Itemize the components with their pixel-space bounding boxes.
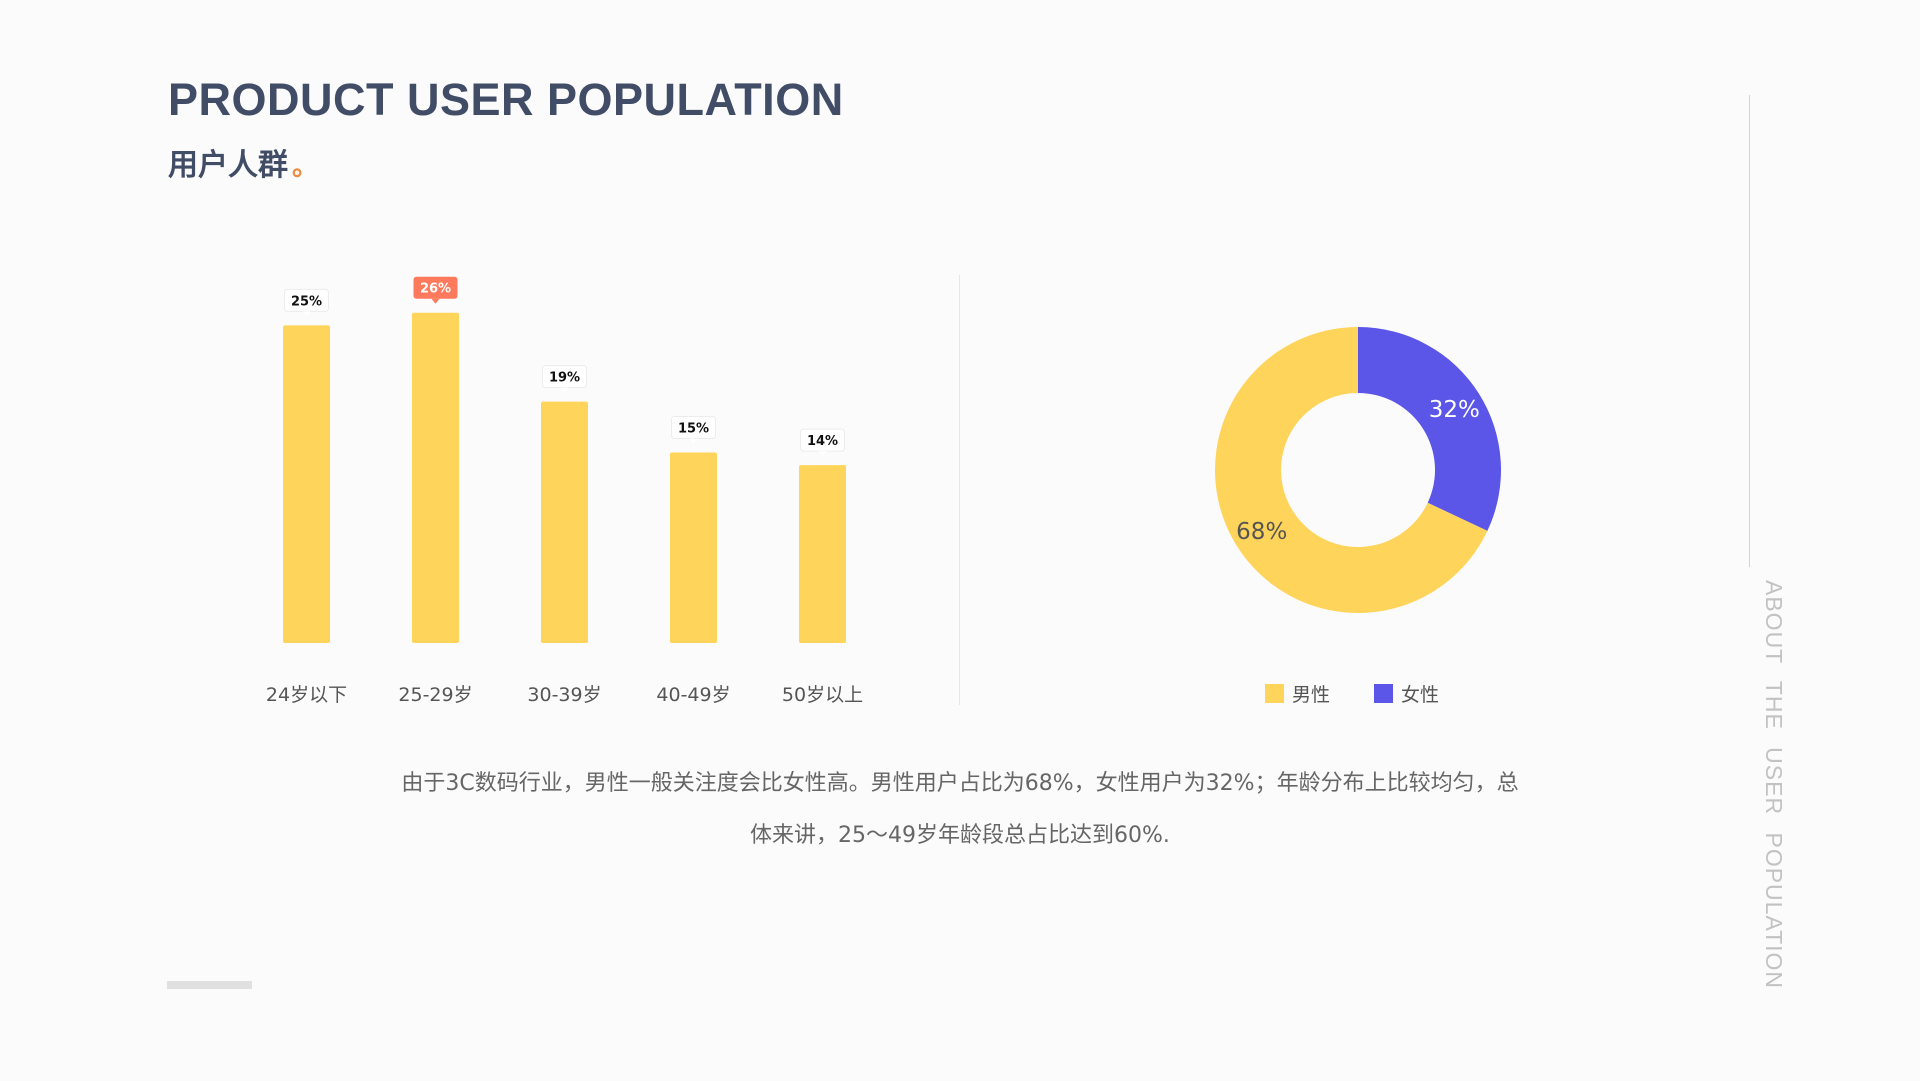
bar-value-label-3: 19% (549, 371, 580, 386)
description-text: 由于3C数码行业，男性一般关注度会比女性高。男性用户占比为68%，女性用户为32… (300, 758, 1620, 862)
donut-slice-male (1215, 327, 1488, 613)
x-tick-label-3: 30-39岁 (527, 684, 601, 706)
bar-value-label-5: 14% (807, 434, 838, 449)
bar-5 (799, 465, 846, 643)
legend-label-male: 男性 (1292, 684, 1331, 706)
bar-label-2: 26% (413, 276, 458, 304)
description-line-2: 体来讲，25～49岁年龄段总占比达到60%. (750, 823, 1170, 848)
bar-label-5: 14% (800, 428, 845, 457)
bar-label-1: 25% (284, 288, 329, 317)
bar-label-3: 19% (542, 365, 587, 393)
bar-label-pointer-2 (431, 298, 440, 304)
description-line-1: 由于3C数码行业，男性一般关注度会比女性高。男性用户占比为68%，女性用户为32… (401, 771, 1519, 796)
donut-value-label-female: 32% (1429, 397, 1480, 423)
donut-slice-female (1358, 327, 1501, 531)
subtitle-dot: 。 (292, 152, 319, 182)
x-tick-label-1: 24岁以下 (266, 684, 347, 706)
page-subtitle: 用户人群。 (168, 140, 318, 184)
bar-1 (283, 325, 330, 643)
legend-label-female: 女性 (1401, 684, 1440, 706)
bar-value-label-4: 15% (678, 421, 709, 436)
chart-divider (959, 275, 960, 705)
side-vertical-text: ABOUT THE USER POPULATION (1761, 580, 1787, 990)
x-tick-label-2: 25-29岁 (398, 684, 472, 706)
bar-4 (670, 452, 717, 643)
bar-label-4: 15% (671, 415, 716, 444)
bar-2 (412, 312, 459, 643)
bar-value-label-2: 26% (420, 282, 451, 297)
donut-legend: 男性 女性 (1265, 680, 1439, 707)
gender-donut-chart: 32% 68% (1215, 327, 1501, 613)
legend-swatch-female (1374, 684, 1394, 703)
footer-accent-bar (167, 981, 252, 989)
side-divider-line (1749, 95, 1750, 567)
bar-3 (541, 401, 588, 643)
donut-value-label-male: 68% (1236, 519, 1287, 545)
age-bar-chart: 25% 24岁以下 26% 25-29岁 19% 30-39岁 15% 40-49岁 14% 50… (266, 276, 863, 706)
legend-item-female: 女性 (1374, 680, 1439, 707)
bar-label-pointer-3 (560, 387, 569, 393)
bar-label-pointer-1 (302, 311, 311, 317)
legend-item-male: 男性 (1265, 680, 1330, 707)
page-title: PRODUCT USER POPULATION (168, 74, 844, 125)
page-subtitle-text: 用户人群 (168, 148, 288, 183)
bar-value-label-1: 25% (291, 294, 322, 309)
bar-label-pointer-4 (689, 438, 698, 444)
x-tick-label-4: 40-49岁 (656, 684, 730, 706)
x-tick-label-5: 50岁以上 (782, 684, 863, 706)
bar-label-pointer-5 (818, 451, 827, 457)
legend-swatch-male (1265, 684, 1284, 703)
bar-label-box-2 (413, 276, 458, 299)
